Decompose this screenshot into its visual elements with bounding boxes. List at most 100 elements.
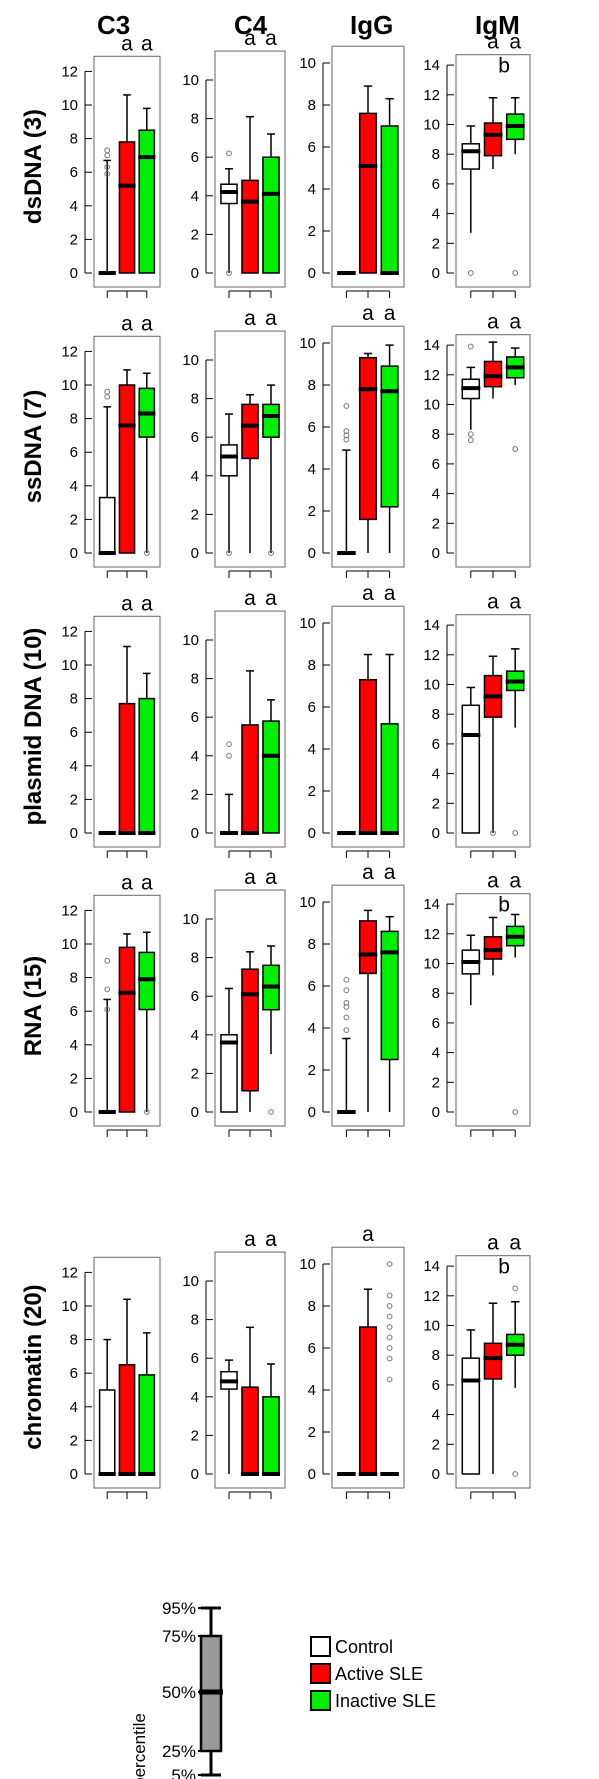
box-inactive-sle-outlier: [512, 1109, 519, 1115]
y-tick-label: 4: [70, 478, 78, 495]
y-tick-label: 10: [61, 97, 78, 114]
y-tick-label: 6: [432, 1377, 440, 1394]
legend-swatch-active-sle: [310, 1663, 331, 1684]
box-control-outlier: [104, 393, 111, 400]
significance-letter: a: [121, 32, 133, 55]
significance-letter: a: [121, 592, 133, 615]
significance-letter: a: [121, 871, 133, 894]
y-tick-label: 0: [432, 1104, 440, 1121]
percentile-key: percentile 95% 75% 50% 25% 5%: [130, 1599, 223, 1779]
significance-letter: a: [487, 870, 499, 893]
box-active-sle: [241, 179, 259, 274]
y-tick-label: 4: [191, 468, 199, 485]
y-tick-label: 6: [308, 139, 316, 156]
box-inactive-sle-outlier: [386, 1313, 393, 1320]
significance-letter: b: [498, 1256, 510, 1279]
box-control: [98, 1389, 116, 1475]
y-tick-label: 8: [191, 391, 199, 408]
panel-frame: [214, 50, 286, 288]
y-tick-label: 10: [423, 1318, 440, 1335]
box-control-outlier: [343, 403, 350, 409]
significance-letter: b: [498, 894, 510, 917]
significance-letter: a: [244, 27, 256, 50]
significance-letter: a: [362, 302, 374, 325]
box-inactive-sle-outlier: [512, 1471, 519, 1477]
panel-ssdna-7-c4: 0 2 4 6 8 10 a a: [182, 307, 286, 578]
y-tick-label: 10: [299, 335, 316, 352]
key-level-5: 5%: [171, 1766, 196, 1779]
box-inactive-sle-outlier: [386, 1303, 393, 1309]
box-inactive-sle: [138, 697, 156, 834]
panel-ssdna-7-igg: 0 2 4 6 8 10 a a: [299, 302, 405, 578]
box-control-outlier: [343, 1027, 350, 1033]
y-tick-label: 6: [70, 1365, 78, 1382]
y-tick-label: 12: [61, 1264, 78, 1281]
row-header-rna-15: RNA (15): [20, 956, 47, 1056]
y-tick-label: 8: [432, 426, 440, 443]
y-tick-label: 10: [182, 911, 199, 928]
y-tick-label: 0: [191, 1104, 199, 1121]
box-active-sle: [118, 141, 136, 274]
y-tick-label: 10: [299, 1256, 316, 1273]
y-tick-label: 6: [308, 419, 316, 436]
percentile-key-title: percentile: [130, 1713, 149, 1779]
panel-frame: [455, 334, 531, 568]
box-inactive-sle: [380, 930, 399, 1061]
y-tick-label: 6: [432, 1015, 440, 1032]
panel-frame: [455, 54, 531, 288]
box-control-outlier: [467, 343, 474, 350]
panel-rna-15-igm: 0 2 4 6 8 10 12 14 a ab: [423, 870, 531, 1137]
significance-letter: a: [487, 1232, 499, 1255]
y-tick-label: 0: [432, 825, 440, 842]
y-tick-label: 2: [70, 1070, 78, 1087]
significance-letter: a: [141, 592, 153, 615]
box-control-outlier: [104, 152, 111, 159]
y-tick-label: 2: [191, 1427, 199, 1444]
box-inactive-sle-outlier: [512, 270, 519, 276]
y-tick-label: 2: [191, 1065, 199, 1082]
box-control-outlier: [343, 428, 350, 435]
y-tick-label: 4: [308, 741, 316, 758]
box-active-sle: [483, 360, 503, 388]
y-tick-label: 10: [61, 377, 78, 394]
box-control: [461, 704, 481, 834]
significance-letter: a: [265, 27, 277, 50]
significance-letter: a: [244, 1228, 256, 1251]
y-tick-label: 8: [191, 671, 199, 688]
box-control-outlier: [104, 986, 111, 993]
box-inactive-sle: [262, 156, 280, 274]
y-tick-label: 2: [308, 1062, 316, 1079]
y-tick-label: 12: [61, 343, 78, 360]
box-active-sle: [358, 920, 378, 975]
panel-frame: [214, 889, 286, 1127]
y-tick-label: 12: [423, 367, 440, 384]
legend-label-control: Control: [335, 1637, 393, 1657]
panel-dsdna-3-c4: 0 2 4 6 8 10 a a: [182, 27, 286, 298]
y-tick-label: 6: [432, 456, 440, 473]
y-tick-label: 4: [308, 181, 316, 198]
box-active-sle: [118, 946, 136, 1113]
y-tick-label: 10: [423, 117, 440, 134]
y-tick-label: 4: [70, 1399, 78, 1416]
significance-letter: a: [509, 1232, 521, 1255]
panel-rna-15-c3: 0 2 4 6 8 10 12 a a: [61, 871, 161, 1137]
box-active-sle-outlier: [490, 830, 496, 836]
significance-letter: a: [362, 1223, 374, 1246]
y-tick-label: 8: [191, 111, 199, 128]
box-inactive-sle: [138, 1374, 156, 1475]
panel-chromatin-20-igg: 0 2 4 6 8 10 a: [299, 1223, 405, 1499]
y-tick-label: 0: [432, 1466, 440, 1483]
row-header-ssdna-7: ssDNA (7): [20, 390, 47, 504]
box-control: [461, 143, 481, 170]
y-tick-label: 14: [423, 896, 440, 913]
y-tick-label: 14: [423, 57, 440, 74]
y-tick-label: 0: [308, 545, 316, 562]
significance-letter: a: [121, 312, 133, 335]
y-tick-label: 2: [308, 503, 316, 520]
y-tick-label: 0: [308, 1466, 316, 1483]
box-control-outlier: [226, 741, 232, 748]
y-tick-label: 8: [70, 1332, 78, 1349]
y-tick-label: 10: [423, 397, 440, 414]
y-tick-label: 2: [308, 223, 316, 240]
box-inactive-sle: [380, 723, 399, 834]
